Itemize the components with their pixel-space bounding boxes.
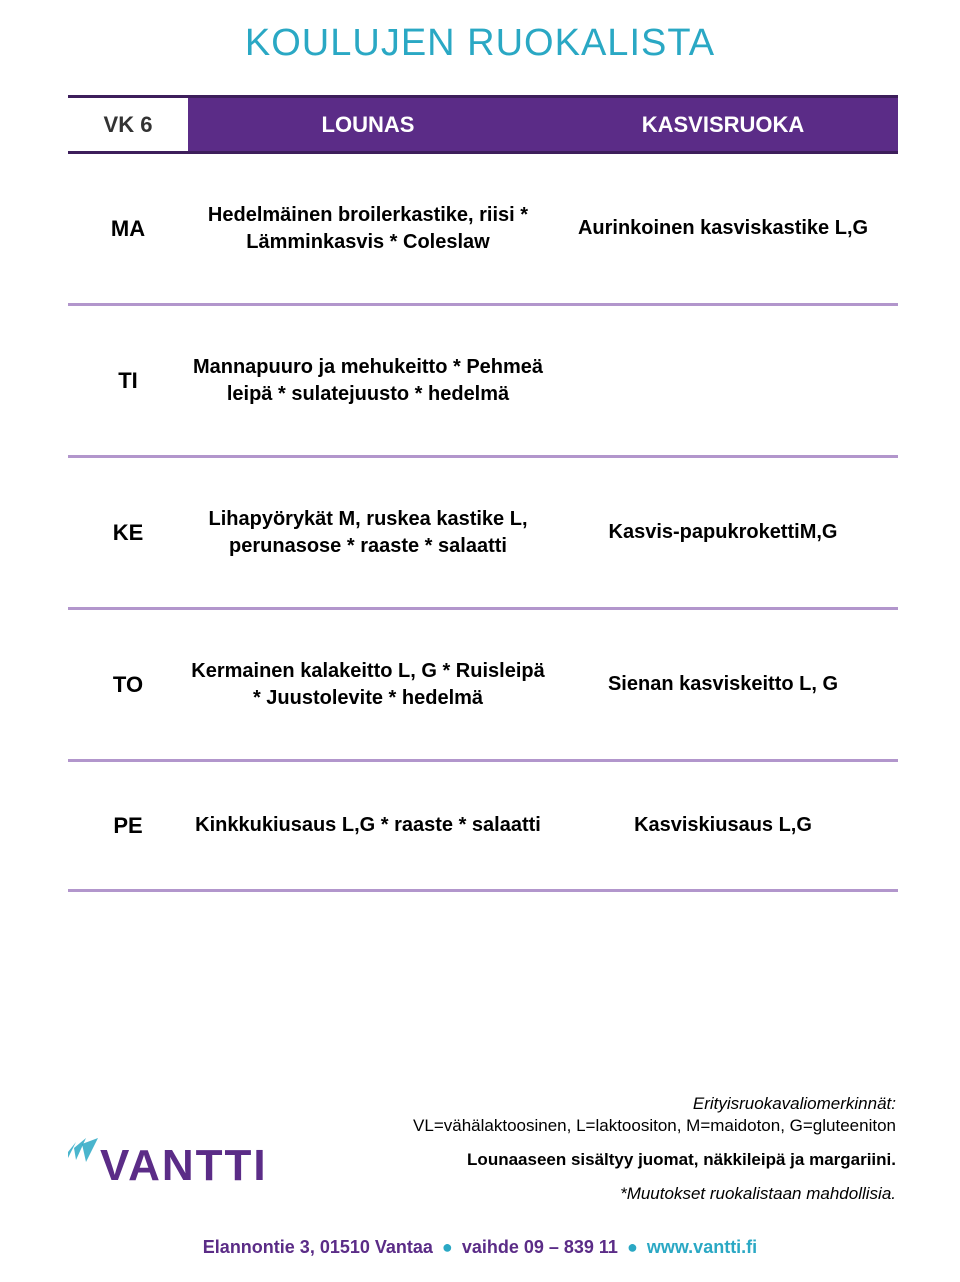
- veg-cell: Kasvis-papukrokettiM,G: [548, 457, 898, 609]
- address-text: Elannontie 3, 01510 Vantaa: [203, 1237, 433, 1257]
- lunch-cell: Kinkkukiusaus L,G * raaste * salaatti: [188, 761, 548, 891]
- veg-cell: Kasviskiusaus L,G: [548, 761, 898, 891]
- footer-includes: Lounaaseen sisältyy juomat, näkkileipä j…: [413, 1150, 896, 1170]
- footer-abbrev: VL=vähälaktoosinen, L=laktoositon, M=mai…: [413, 1116, 896, 1136]
- header-week: VK 6: [68, 97, 188, 153]
- day-cell: TI: [68, 305, 188, 457]
- svg-text:VANTTI: VANTTI: [100, 1141, 268, 1190]
- menu-table: VK 6 LOUNAS KASVISRUOKA MA Hedelmäinen b…: [68, 95, 898, 892]
- table-row: TO Kermainen kalakeitto L, G * Ruisleipä…: [68, 609, 898, 761]
- separator-dot: ●: [442, 1237, 453, 1258]
- lunch-cell: Mannapuuro ja mehukeitto * Pehmeä leipä …: [188, 305, 548, 457]
- header-veg: KASVISRUOKA: [548, 97, 898, 153]
- vantti-logo: VANTTI: [66, 1134, 296, 1194]
- lunch-cell: Lihapyörykät M, ruskea kastike L, peruna…: [188, 457, 548, 609]
- footer-note-label: Erityisruokavaliomerkinnät:: [413, 1094, 896, 1114]
- veg-cell: [548, 305, 898, 457]
- header-row: VK 6 LOUNAS KASVISRUOKA: [68, 97, 898, 153]
- lunch-cell: Hedelmäinen broilerkastike, riisi * Lämm…: [188, 153, 548, 305]
- day-cell: PE: [68, 761, 188, 891]
- header-lunch: LOUNAS: [188, 97, 548, 153]
- day-cell: KE: [68, 457, 188, 609]
- footer-disclaimer: *Muutokset ruokalistaan mahdollisia.: [413, 1184, 896, 1204]
- day-cell: MA: [68, 153, 188, 305]
- table-row: MA Hedelmäinen broilerkastike, riisi * L…: [68, 153, 898, 305]
- day-cell: TO: [68, 609, 188, 761]
- table-row: KE Lihapyörykät M, ruskea kastike L, per…: [68, 457, 898, 609]
- footer-block: Erityisruokavaliomerkinnät: VL=vähälakto…: [413, 1094, 896, 1204]
- page-title: KOULUJEN RUOKALISTA: [0, 0, 960, 95]
- separator-dot: ●: [627, 1237, 638, 1258]
- bottom-contact: Elannontie 3, 01510 Vantaa ● vaihde 09 –…: [0, 1237, 960, 1258]
- url-text: www.vantti.fi: [647, 1237, 757, 1257]
- veg-cell: Aurinkoinen kasviskastike L,G: [548, 153, 898, 305]
- phone-text: vaihde 09 – 839 11: [462, 1237, 618, 1257]
- table-row: TI Mannapuuro ja mehukeitto * Pehmeä lei…: [68, 305, 898, 457]
- veg-cell: Sienan kasviskeitto L, G: [548, 609, 898, 761]
- lunch-cell: Kermainen kalakeitto L, G * Ruisleipä * …: [188, 609, 548, 761]
- table-row: PE Kinkkukiusaus L,G * raaste * salaatti…: [68, 761, 898, 891]
